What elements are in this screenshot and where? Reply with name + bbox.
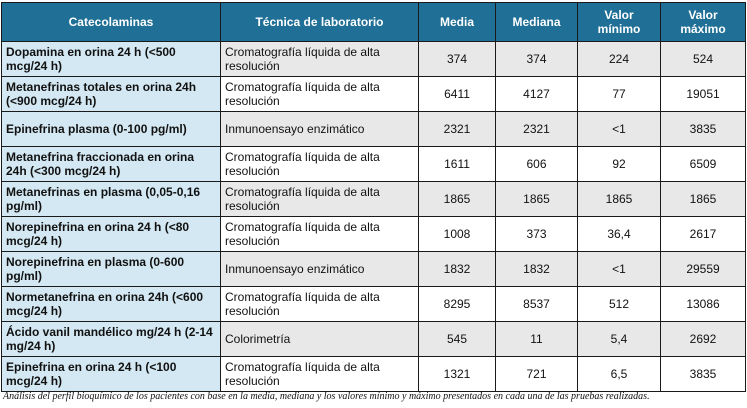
catecholamine-results-table: Catecolaminas Técnica de laboratorio Med… — [1, 2, 746, 392]
cell-media: 1008 — [418, 216, 496, 252]
cell-mediana: 721 — [495, 356, 578, 392]
cell-mediana: 606 — [495, 146, 578, 182]
cell-mediana: 1832 — [495, 251, 578, 287]
cell-valor-minimo: 6,5 — [577, 356, 661, 392]
cell-tecnica: Cromatografía líquida de alta resolución — [220, 216, 419, 252]
cell-media: 2321 — [418, 111, 496, 147]
cell-tecnica: Cromatografía líquida de alta resolución — [220, 181, 419, 217]
cell-media: 1865 — [418, 181, 496, 217]
header-valor-minimo: Valor mínimo — [577, 2, 661, 42]
table-row: Epinefrina en orina 24 h (<100 mcg/24 h)… — [1, 356, 746, 392]
table-row: Dopamina en orina 24 h (<500 mcg/24 h) Cr… — [1, 41, 746, 77]
table-row: Normetanefrina en orina 24h (<600 mcg/24… — [1, 286, 746, 322]
table-row: Epinefrina plasma (0-100 pg/ml) Inmunoens… — [1, 111, 746, 147]
cell-valor-maximo: 1865 — [660, 181, 746, 217]
header-catecolaminas: Catecolaminas — [1, 2, 221, 42]
cell-media: 6411 — [418, 76, 496, 112]
cell-catecolamina: Epinefrina plasma (0-100 pg/ml) — [1, 111, 221, 147]
cell-valor-minimo: 224 — [577, 41, 661, 77]
cell-mediana: 11 — [495, 321, 578, 357]
header-tecnica: Técnica de laboratorio — [220, 2, 419, 42]
cell-valor-minimo: <1 — [577, 251, 661, 287]
table-caption: Análisis del perfil bioquímico de los pa… — [3, 391, 650, 402]
cell-valor-minimo: 77 — [577, 76, 661, 112]
cell-mediana: 1865 — [495, 181, 578, 217]
cell-mediana: 4127 — [495, 76, 578, 112]
cell-tecnica: Colorimetría — [220, 321, 419, 357]
header-mediana: Mediana — [495, 2, 578, 42]
cell-valor-maximo: 13086 — [660, 286, 746, 322]
cell-valor-maximo: 6509 — [660, 146, 746, 182]
header-valor-maximo: Valor máximo — [660, 2, 746, 42]
cell-valor-minimo: 5,4 — [577, 321, 661, 357]
cell-mediana: 2321 — [495, 111, 578, 147]
cell-catecolamina: Normetanefrina en orina 24h (<600 mcg/24… — [1, 286, 221, 322]
cell-catecolamina: Metanefrina fraccionada en orina 24h (<3… — [1, 146, 221, 182]
cell-valor-maximo: 3835 — [660, 111, 746, 147]
table-row: Metanefrinas totales en orina 24h (<900 … — [1, 76, 746, 112]
results-table-container: Catecolaminas Técnica de laboratorio Med… — [1, 2, 746, 392]
cell-mediana: 8537 — [495, 286, 578, 322]
cell-valor-maximo: 2617 — [660, 216, 746, 252]
cell-valor-minimo: 36,4 — [577, 216, 661, 252]
cell-catecolamina: Dopamina en orina 24 h (<500 mcg/24 h) — [1, 41, 221, 77]
header-media: Media — [418, 2, 496, 42]
table-header-row: Catecolaminas Técnica de laboratorio Med… — [1, 2, 746, 42]
cell-media: 1611 — [418, 146, 496, 182]
cell-tecnica: Cromatografía líquida de alta resolución — [220, 356, 419, 392]
cell-tecnica: Inmunoensayo enzimático — [220, 111, 419, 147]
cell-catecolamina: Norepinefrina en orina 24 h (<80 mcg/24 … — [1, 216, 221, 252]
cell-valor-minimo: 1865 — [577, 181, 661, 217]
cell-valor-maximo: 2692 — [660, 321, 746, 357]
cell-valor-maximo: 524 — [660, 41, 746, 77]
cell-catecolamina: Ácido vanil mandélico mg/24 h (2-14 mg/2… — [1, 321, 221, 357]
table-row: Norepinefrina en plasma (0-600 pg/ml) Inm… — [1, 251, 746, 287]
cell-valor-minimo: 512 — [577, 286, 661, 322]
cell-mediana: 374 — [495, 41, 578, 77]
cell-tecnica: Cromatografía líquida de alta resolución — [220, 146, 419, 182]
table-row: Metanefrina fraccionada en orina 24h (<3… — [1, 146, 746, 182]
cell-media: 8295 — [418, 286, 496, 322]
table-row: Ácido vanil mandélico mg/24 h (2-14 mg/2… — [1, 321, 746, 357]
cell-catecolamina: Epinefrina en orina 24 h (<100 mcg/24 h) — [1, 356, 221, 392]
cell-catecolamina: Metanefrinas en plasma (0,05-0,16 pg/ml) — [1, 181, 221, 217]
table-row: Norepinefrina en orina 24 h (<80 mcg/24 … — [1, 216, 746, 252]
cell-valor-minimo: <1 — [577, 111, 661, 147]
cell-tecnica: Cromatografía líquida de alta resolución — [220, 41, 419, 77]
cell-tecnica: Cromatografía líquida de alta resolución — [220, 286, 419, 322]
cell-catecolamina: Norepinefrina en plasma (0-600 pg/ml) — [1, 251, 221, 287]
cell-catecolamina: Metanefrinas totales en orina 24h (<900 … — [1, 76, 221, 112]
cell-valor-maximo: 19051 — [660, 76, 746, 112]
cell-media: 1321 — [418, 356, 496, 392]
cell-valor-minimo: 92 — [577, 146, 661, 182]
cell-media: 374 — [418, 41, 496, 77]
table-body: Dopamina en orina 24 h (<500 mcg/24 h) Cr… — [1, 41, 746, 392]
cell-tecnica: Inmunoensayo enzimático — [220, 251, 419, 287]
cell-media: 1832 — [418, 251, 496, 287]
cell-valor-maximo: 3835 — [660, 356, 746, 392]
cell-valor-maximo: 29559 — [660, 251, 746, 287]
cell-mediana: 373 — [495, 216, 578, 252]
cell-media: 545 — [418, 321, 496, 357]
table-row: Metanefrinas en plasma (0,05-0,16 pg/ml)… — [1, 181, 746, 217]
cell-tecnica: Cromatografía líquida de alta resolución — [220, 76, 419, 112]
